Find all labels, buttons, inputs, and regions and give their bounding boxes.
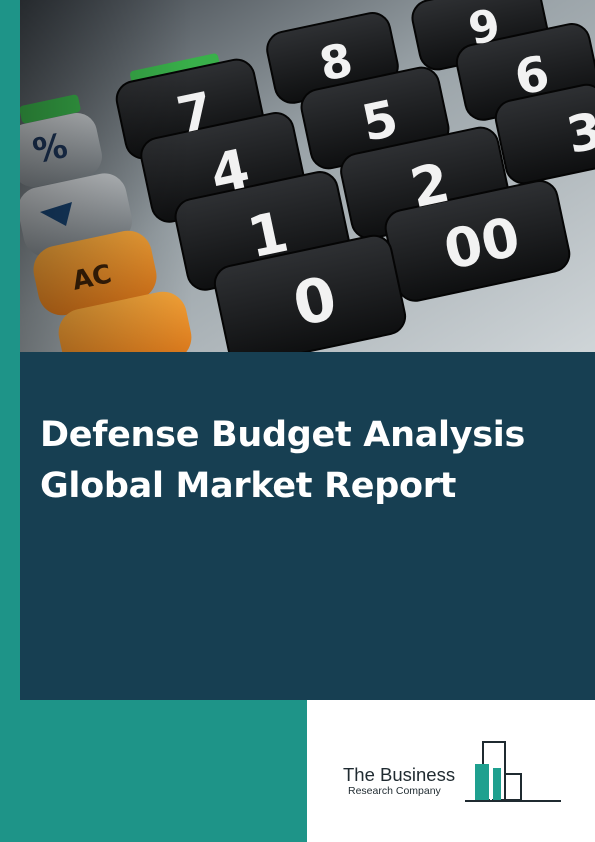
bottom-teal-block <box>20 700 307 842</box>
report-title-line-1: Defense Budget Analysis <box>40 415 525 455</box>
title-panel: Defense Budget Analysis Global Market Re… <box>20 352 595 700</box>
publisher-logo: The Business Research Company <box>343 738 565 808</box>
publisher-subname: Research Company <box>348 785 441 797</box>
calculator-photo: 9 8 6 7 5 3 % 4 2 1 00 AC 0 <box>20 0 595 352</box>
report-title-line-2: Global Market Report <box>40 466 457 506</box>
report-title: Defense Budget Analysis Global Market Re… <box>40 410 580 512</box>
publisher-logo-text: The Business Research Company <box>343 764 456 798</box>
publisher-name: The Business <box>343 764 456 785</box>
bar-chart-logo-icon <box>465 741 561 802</box>
side-accent-strip <box>0 0 20 842</box>
